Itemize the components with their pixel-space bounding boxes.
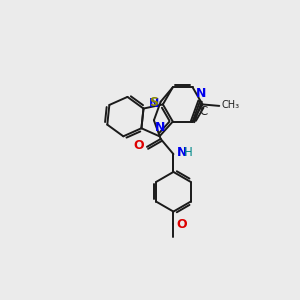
Text: O: O	[176, 218, 187, 231]
Text: O: O	[134, 140, 144, 152]
Text: H: H	[184, 146, 193, 159]
Text: N: N	[148, 97, 159, 110]
Text: C: C	[199, 105, 208, 118]
Text: N: N	[176, 146, 187, 159]
Text: N: N	[196, 87, 206, 100]
Text: N: N	[155, 121, 166, 134]
Text: S: S	[149, 96, 158, 109]
Text: CH₃: CH₃	[221, 100, 239, 110]
